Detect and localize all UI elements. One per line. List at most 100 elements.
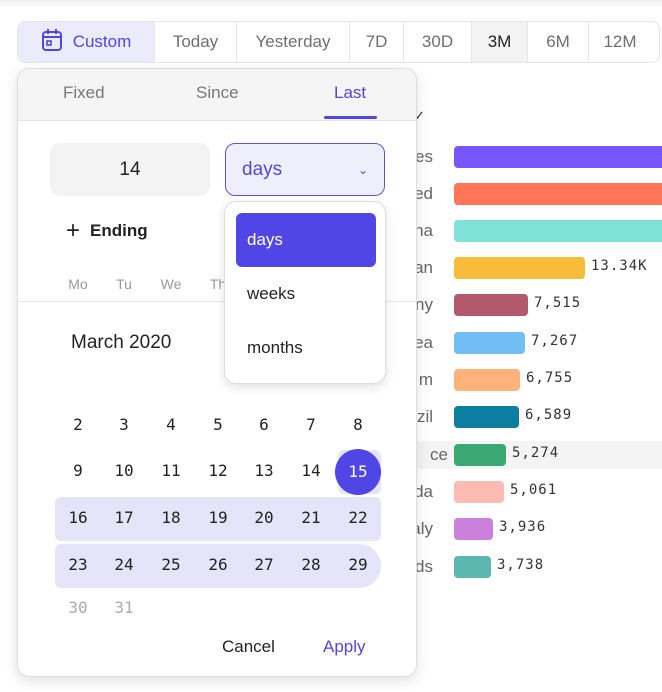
calendar-day[interactable]: 26	[208, 555, 228, 574]
calendar-day[interactable]: 24	[114, 555, 134, 574]
range-option-label: 30D	[421, 32, 454, 51]
active-tab-indicator	[324, 116, 377, 119]
chart-row-label: ed	[414, 184, 433, 203]
calendar-day[interactable]: 6	[259, 415, 269, 434]
chart-value-label: 5,061	[510, 482, 558, 498]
divider	[18, 301, 416, 302]
mode-tabs: Fixed Since Last	[18, 69, 416, 121]
range-option-label: 12M	[603, 32, 637, 51]
calendar-day[interactable]: 13	[254, 461, 274, 480]
chart-row-label: ny	[415, 295, 433, 314]
calendar-day[interactable]: 31	[114, 598, 134, 617]
chart-bar	[454, 369, 520, 391]
calendar-day[interactable]: 27	[254, 555, 274, 574]
unit-option-days[interactable]: days	[236, 213, 376, 267]
month-title: March 2020	[71, 332, 172, 353]
range-option-3m[interactable]: 3M	[472, 22, 528, 62]
chart-value-label: 3,936	[499, 519, 547, 535]
chart-row: ny 7,515	[400, 291, 662, 319]
chart-value-label: 6,589	[525, 407, 573, 423]
add-ending-button[interactable]: + Ending	[66, 217, 148, 245]
range-option-yesterday[interactable]: Yesterday	[237, 22, 350, 62]
selected-range-bg	[55, 544, 381, 588]
range-option-today[interactable]: Today	[155, 22, 237, 62]
chart-bar	[454, 444, 506, 466]
calendar-day[interactable]: 10	[114, 461, 134, 480]
chart-row: ea 7,267	[400, 329, 662, 357]
chart-bar	[454, 481, 504, 503]
unit-option-months[interactable]: months	[247, 338, 303, 357]
range-option-custom[interactable]: Custom	[18, 22, 155, 62]
range-option-12m[interactable]: 12M	[589, 22, 651, 62]
chart-value-label: 13.34K	[591, 258, 648, 274]
chart-row-label: da	[414, 482, 433, 501]
tab-last[interactable]: Last	[334, 83, 367, 102]
chart-row-label: na	[414, 221, 433, 240]
chart-row: ce 5,274	[415, 441, 662, 469]
weekday-label: Tu	[116, 276, 132, 292]
calendar-day[interactable]: 25	[161, 555, 181, 574]
chart-bar	[454, 146, 662, 168]
chart-value-label: 7,267	[531, 333, 579, 349]
calendar-day[interactable]: 11	[161, 461, 181, 480]
unit-option-weeks[interactable]: weeks	[247, 284, 296, 303]
weekday-label: Mo	[68, 276, 88, 292]
tab-fixed[interactable]: Fixed	[63, 83, 105, 102]
calendar-day[interactable]: 8	[353, 415, 363, 434]
range-option-30d[interactable]: 30D	[404, 22, 472, 62]
chart-row-label: an	[414, 258, 433, 277]
calendar-day[interactable]: 9	[73, 461, 83, 480]
weekday-label: We	[160, 276, 182, 292]
amount-input[interactable]: 14	[50, 143, 210, 196]
chart-row: an 13.34K	[400, 254, 662, 282]
chart-row: aly 3,936	[400, 515, 662, 543]
calendar-day[interactable]: 20	[254, 508, 274, 527]
calendar-day[interactable]: 17	[114, 508, 134, 527]
chart-row-label: ea	[414, 333, 433, 352]
calendar-day[interactable]: 4	[166, 415, 176, 434]
calendar-day[interactable]: 3	[119, 415, 129, 434]
range-option-label: Yesterday	[255, 32, 331, 51]
tab-since[interactable]: Since	[196, 83, 239, 102]
apply-button[interactable]: Apply	[323, 637, 366, 656]
chart-value-label: 5,274	[512, 445, 560, 461]
cancel-button[interactable]: Cancel	[222, 637, 275, 656]
range-option-label: 6M	[546, 32, 570, 51]
calendar-day[interactable]: 28	[301, 555, 321, 574]
chart-bar	[454, 406, 519, 428]
chart-row: zil 6,589	[400, 403, 662, 431]
chart-value-label: 7,515	[534, 295, 582, 311]
calendar-day[interactable]: 7	[306, 415, 316, 434]
chart-row-label: ds	[415, 557, 433, 576]
calendar-day[interactable]: 16	[68, 508, 88, 527]
chart-bar	[454, 220, 662, 242]
range-option-label: Today	[172, 32, 219, 51]
calendar-day[interactable]: 19	[208, 508, 228, 527]
chart-value-label: 3,738	[497, 557, 545, 573]
chart-row: ed	[400, 180, 662, 208]
calendar-icon	[41, 28, 63, 57]
date-range-selector: Custom Today Yesterday 7D 30D 3M 6M 12M	[17, 21, 660, 63]
calendar-day[interactable]: 18	[161, 508, 181, 527]
range-option-7d[interactable]: 7D	[350, 22, 404, 62]
calendar-day[interactable]: 2	[73, 415, 83, 434]
chevron-down-icon: ⌄	[357, 162, 368, 177]
weekday-label: Th	[209, 276, 227, 292]
calendar-day[interactable]: 12	[208, 461, 228, 480]
calendar-day[interactable]: 30	[68, 598, 88, 617]
chart-bar	[454, 183, 662, 205]
calendar-day[interactable]: 14	[301, 461, 321, 480]
calendar-day[interactable]: 5	[213, 415, 223, 434]
calendar-day[interactable]: 29	[348, 555, 368, 574]
calendar-day[interactable]: 15	[335, 449, 381, 495]
unit-select[interactable]: days ⌄	[225, 143, 385, 196]
chart-row: da 5,061	[400, 478, 662, 506]
selected-range-bg	[55, 497, 381, 541]
range-option-6m[interactable]: 6M	[528, 22, 589, 62]
chart-bar	[454, 332, 525, 354]
calendar-day[interactable]: 22	[348, 508, 368, 527]
calendar-day[interactable]: 23	[68, 555, 88, 574]
chart-value-label: 6,755	[526, 370, 574, 386]
calendar-day[interactable]: 21	[301, 508, 321, 527]
range-option-label: 3M	[487, 32, 512, 51]
